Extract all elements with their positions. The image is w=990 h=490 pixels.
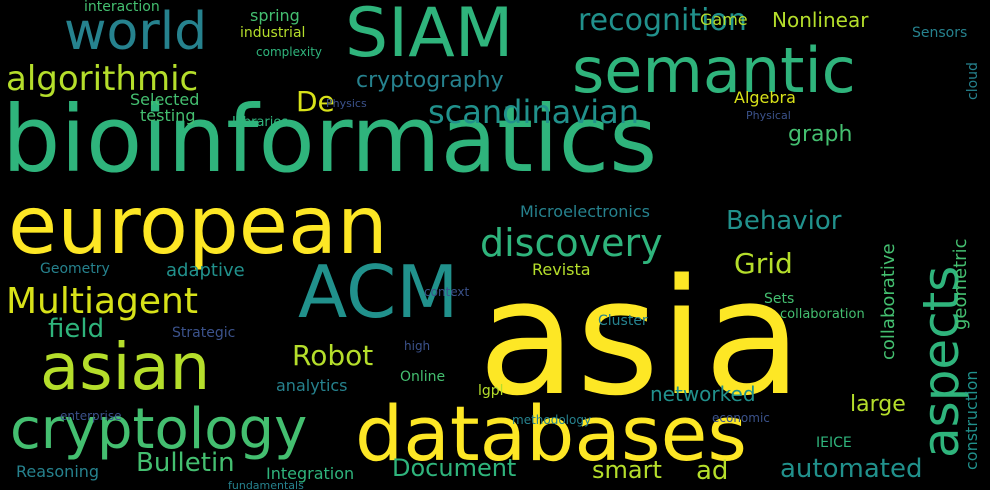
word: lgpl — [478, 383, 504, 399]
word: testing — [140, 106, 196, 125]
word: semantic — [572, 34, 856, 107]
word: field — [48, 314, 105, 344]
word: networked — [650, 382, 756, 406]
word: world — [64, 2, 208, 62]
word: Sensors — [912, 25, 968, 41]
word: graph — [788, 122, 853, 147]
word: Nonlinear — [772, 8, 869, 32]
word: smart — [592, 456, 662, 484]
word: Revista — [532, 260, 591, 279]
word: Behavior — [726, 206, 842, 236]
word: Physical — [746, 109, 791, 122]
word: scandinavian — [428, 93, 639, 131]
word: Integration — [266, 464, 355, 483]
word: cloud — [965, 62, 981, 100]
word: economic — [712, 411, 770, 425]
word: european — [8, 179, 388, 272]
word: Online — [400, 369, 446, 385]
word: Algebra — [734, 88, 796, 107]
word: Geometry — [40, 261, 110, 277]
word: high — [404, 339, 431, 353]
word: geometric — [950, 238, 971, 330]
word: industrial — [240, 25, 306, 41]
word: analytics — [276, 376, 348, 395]
word: enterprise — [60, 409, 122, 423]
word: adaptive — [166, 260, 245, 281]
word: Selected — [130, 90, 200, 109]
word: asia — [478, 244, 802, 431]
word: Multiagent — [6, 281, 198, 322]
word: Bulletin — [136, 448, 235, 478]
word: automated — [780, 454, 923, 484]
word: bioinformatics — [2, 86, 658, 193]
word: large — [850, 392, 906, 417]
word: discovery — [480, 221, 663, 265]
word: Game — [700, 10, 748, 29]
word: context — [424, 285, 470, 299]
word: Grid — [734, 247, 793, 280]
word: construction — [962, 370, 981, 471]
word: Reasoning — [16, 462, 100, 481]
word: spring — [250, 6, 300, 25]
word: De — [296, 85, 335, 118]
word: interaction — [84, 0, 160, 15]
word: collaborative — [878, 243, 899, 360]
word: Cluster — [598, 313, 648, 329]
word: ad — [696, 456, 729, 486]
word: asian — [40, 331, 211, 405]
word: IEICE — [816, 435, 852, 451]
word: ACM — [298, 250, 459, 334]
word: collaboration — [780, 307, 865, 322]
word: Microelectronics — [520, 202, 650, 221]
word: Strategic — [172, 325, 236, 341]
word: Document — [392, 454, 517, 482]
word: cryptology — [10, 397, 308, 462]
word: cryptography — [356, 68, 504, 93]
word: Physics — [326, 97, 367, 110]
word: Libraries — [232, 115, 289, 130]
word: algorithmic — [6, 59, 199, 99]
word: methodology — [512, 413, 592, 427]
word: databases — [355, 389, 747, 478]
word: Robot — [292, 339, 374, 372]
word: Sets — [764, 291, 795, 307]
word: SIAM — [345, 0, 514, 73]
word: complexity — [256, 45, 322, 59]
word: recognition — [578, 3, 747, 38]
word: fundamentals — [228, 479, 304, 490]
